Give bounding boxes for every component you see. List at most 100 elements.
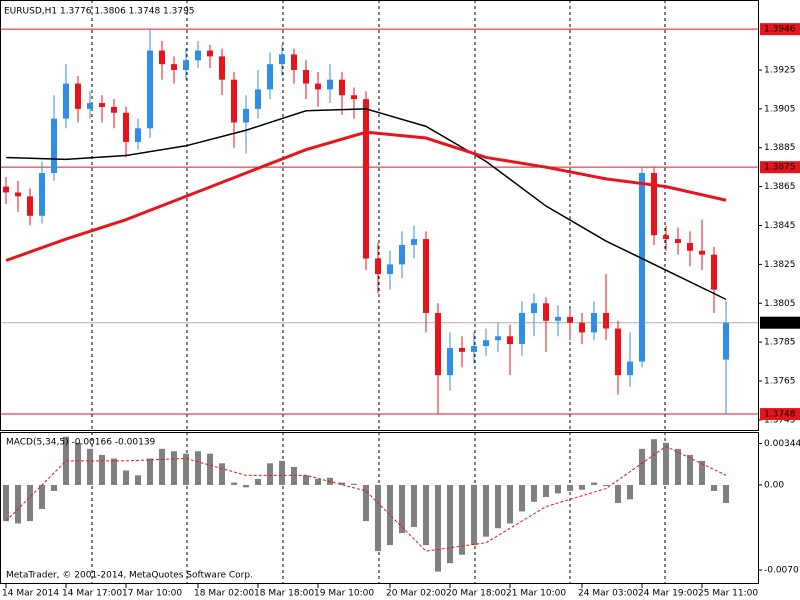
- candle-body: [411, 239, 417, 245]
- level-box: [760, 23, 800, 36]
- candle-body: [243, 108, 249, 123]
- candle-body: [315, 83, 321, 90]
- macd-bar: [459, 484, 465, 555]
- candle-body: [99, 103, 105, 107]
- x-tick-label: 21 Mar 10:00: [506, 589, 566, 599]
- y-tick-label: 1.3825: [764, 260, 796, 270]
- macd-bar: [207, 453, 213, 485]
- macd-bar: [519, 484, 525, 512]
- candle-body: [579, 322, 585, 333]
- y-tick-label: 1.3865: [764, 182, 796, 192]
- x-tick-label: 25 Mar 11:00: [698, 589, 758, 599]
- candle-body: [123, 112, 129, 142]
- x-tick-label: 18 Mar 18:00: [254, 589, 314, 599]
- x-tick-label: 20 Mar 18:00: [446, 589, 506, 599]
- y-tick-label: 0.00: [764, 480, 784, 490]
- macd-bar: [555, 484, 561, 494]
- candle-body: [27, 196, 33, 216]
- macd-bar: [219, 463, 225, 485]
- macd-bar: [627, 484, 633, 500]
- candle-body: [387, 264, 393, 275]
- y-tick-label: 1.3745: [764, 415, 796, 425]
- x-tick-label: 24 Mar 03:00: [578, 589, 638, 599]
- macd-bar: [51, 484, 57, 491]
- macd-bar: [639, 448, 645, 485]
- candle-body: [255, 89, 261, 109]
- macd-bar: [315, 478, 321, 485]
- macd-bar: [279, 460, 285, 485]
- candle-body: [3, 186, 9, 193]
- macd-bar: [87, 448, 93, 485]
- macd-frame: [0, 432, 759, 584]
- x-tick-label: 24 Mar 19:00: [638, 589, 698, 599]
- x-tick-label: 20 Mar 02:00: [386, 589, 446, 599]
- macd-bar: [171, 451, 177, 485]
- macd-bar: [243, 484, 249, 488]
- macd-bar: [579, 484, 585, 490]
- macd-bar: [711, 484, 717, 491]
- candle-body: [675, 239, 681, 243]
- macd-bar: [27, 484, 33, 522]
- level-label: 1.3875: [764, 163, 796, 173]
- candle-body: [471, 346, 477, 352]
- plot-layer: 1.3925 1.3905 1.3885 1.3865 1.3845 1.3825 1.38…: [1, 23, 800, 599]
- candle-body: [507, 336, 513, 345]
- candle-body: [159, 50, 165, 65]
- candle-body: [555, 316, 561, 321]
- macd-bar: [411, 484, 417, 528]
- candle-body: [723, 322, 729, 360]
- candle-body: [87, 103, 93, 109]
- y-tick-label: 1.3785: [764, 338, 796, 348]
- x-tick-label: 14 Mar 17:00: [62, 589, 122, 599]
- candle-body: [435, 312, 441, 376]
- macd-bar: [351, 483, 357, 485]
- candle-body: [195, 50, 201, 61]
- macd-bar: [255, 478, 261, 485]
- price-frame: [0, 0, 759, 431]
- x-tick-label: 18 Mar 02:00: [194, 589, 254, 599]
- macd-bar: [159, 448, 165, 485]
- candle-body: [279, 54, 285, 65]
- macd-bar: [303, 475, 309, 485]
- chart-title: EURUSD,H1 1.3776 1.3806 1.3748 1.3795: [4, 7, 195, 17]
- macd-bar: [75, 442, 81, 485]
- x-tick-label: 19 Mar 10:00: [314, 589, 374, 599]
- macd-bar: [543, 484, 549, 497]
- candle-body: [15, 192, 21, 197]
- macd-bar: [651, 439, 657, 485]
- macd-bar: [615, 484, 621, 503]
- macd-bar: [447, 484, 453, 564]
- candle-body: [147, 50, 153, 129]
- y-tick-label: 1.3845: [764, 221, 796, 231]
- candle-body: [639, 173, 645, 362]
- macd-signal: [5, 445, 727, 552]
- macd-bar: [291, 466, 297, 485]
- candle-body: [207, 50, 213, 57]
- y-tick-label: 1.3925: [764, 65, 796, 75]
- level-label: 1.3748: [764, 410, 796, 420]
- y-tick-label: 1.3805: [764, 299, 796, 309]
- level-label: 1.3946: [764, 25, 796, 35]
- macd-bar: [399, 484, 405, 534]
- macd-title: MACD(5,34,5) -0.00166 -0.00139: [6, 438, 156, 448]
- moving-average: [5, 130, 727, 262]
- macd-bar: [39, 484, 45, 510]
- candle-body: [171, 64, 177, 70]
- candle-body: [63, 83, 69, 119]
- level-box: [760, 408, 800, 421]
- macd-bar: [147, 458, 153, 485]
- macd-bar: [483, 484, 489, 537]
- candle-body: [687, 242, 693, 251]
- macd-bar: [507, 484, 513, 524]
- candle-body: [543, 303, 549, 321]
- macd-bar: [423, 484, 429, 546]
- x-tick-label: 14 Mar 2014: [2, 589, 59, 599]
- macd-bar: [111, 458, 117, 485]
- macd-bar: [603, 484, 609, 487]
- macd-bar: [567, 484, 573, 491]
- candle-body: [75, 83, 81, 109]
- candle-body: [303, 69, 309, 84]
- candle-body: [711, 254, 717, 290]
- y-tick-label: 1.3765: [764, 377, 796, 387]
